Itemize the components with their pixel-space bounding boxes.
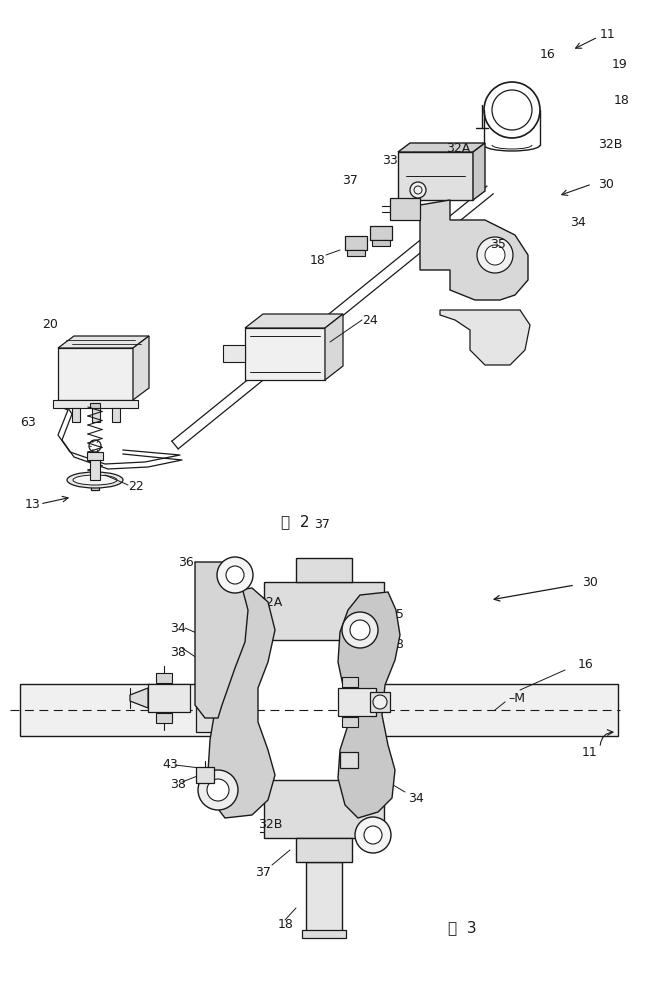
Text: 13: 13	[25, 498, 41, 512]
Text: 34: 34	[170, 621, 186, 635]
Text: 22: 22	[128, 480, 144, 492]
Text: 32B: 32B	[598, 138, 622, 151]
Bar	[148, 684, 190, 712]
Bar	[264, 780, 384, 838]
Text: 16: 16	[540, 48, 556, 62]
Bar	[342, 677, 358, 687]
Polygon shape	[223, 345, 245, 362]
Text: 33: 33	[382, 153, 398, 166]
Text: 34: 34	[570, 216, 586, 229]
Text: 19: 19	[612, 58, 628, 72]
Bar	[296, 558, 352, 582]
Circle shape	[410, 182, 426, 198]
Polygon shape	[245, 314, 343, 328]
Polygon shape	[345, 236, 367, 250]
Polygon shape	[372, 240, 390, 246]
Ellipse shape	[73, 475, 117, 485]
Polygon shape	[390, 198, 420, 220]
Bar	[196, 688, 224, 732]
Bar	[306, 862, 342, 933]
Polygon shape	[195, 562, 248, 718]
Polygon shape	[58, 336, 149, 348]
Circle shape	[355, 817, 391, 853]
Text: 63: 63	[20, 416, 36, 428]
Polygon shape	[130, 688, 148, 708]
Polygon shape	[420, 200, 528, 300]
Bar	[92, 408, 100, 422]
Text: 18: 18	[614, 94, 630, 106]
Circle shape	[477, 237, 513, 273]
Bar	[90, 403, 100, 408]
Text: 38: 38	[388, 639, 404, 652]
Bar	[338, 688, 376, 716]
Polygon shape	[58, 348, 133, 400]
Bar	[370, 692, 390, 712]
Text: 图  3: 图 3	[448, 920, 477, 936]
Bar	[340, 752, 358, 768]
Circle shape	[198, 770, 238, 810]
Text: 24: 24	[362, 314, 378, 326]
Polygon shape	[473, 143, 485, 200]
Polygon shape	[370, 226, 392, 240]
Text: 11: 11	[582, 746, 598, 758]
Bar	[156, 673, 172, 683]
Polygon shape	[338, 592, 400, 818]
Text: 38: 38	[170, 778, 186, 792]
Bar	[156, 713, 172, 723]
Text: 38: 38	[378, 776, 394, 788]
Polygon shape	[440, 310, 530, 365]
Bar	[91, 470, 99, 490]
Text: 42: 42	[378, 756, 394, 768]
Bar	[112, 408, 120, 422]
Text: 30: 30	[582, 576, 598, 588]
Polygon shape	[53, 400, 138, 408]
Text: 43: 43	[162, 758, 178, 772]
Circle shape	[485, 245, 505, 265]
Text: 36: 36	[178, 556, 194, 568]
Text: 18: 18	[278, 918, 294, 932]
Polygon shape	[208, 588, 275, 818]
Text: 38: 38	[170, 646, 186, 658]
Circle shape	[350, 620, 370, 640]
Bar	[342, 717, 358, 727]
Circle shape	[207, 779, 229, 801]
Text: 37: 37	[314, 518, 330, 532]
Text: 32A: 32A	[258, 595, 282, 608]
Bar	[370, 684, 618, 736]
Text: 16: 16	[578, 658, 594, 672]
Text: 35: 35	[490, 237, 506, 250]
Bar	[72, 408, 80, 422]
Polygon shape	[133, 336, 149, 400]
Bar	[20, 684, 245, 736]
Circle shape	[364, 826, 382, 844]
Text: 32A: 32A	[446, 141, 470, 154]
Polygon shape	[325, 314, 343, 380]
Polygon shape	[398, 152, 473, 200]
Text: 34: 34	[408, 792, 424, 804]
Circle shape	[217, 557, 253, 593]
Text: 30: 30	[598, 178, 614, 190]
Text: 图  2: 图 2	[281, 514, 309, 530]
Text: 32B: 32B	[258, 818, 282, 832]
Text: 20: 20	[42, 318, 58, 332]
Text: 37: 37	[342, 174, 358, 186]
Bar	[90, 458, 100, 480]
Bar	[87, 452, 103, 460]
Ellipse shape	[67, 472, 123, 488]
Bar	[196, 767, 214, 783]
Text: 18: 18	[310, 253, 326, 266]
Text: 11: 11	[600, 28, 616, 41]
Text: 35: 35	[388, 608, 404, 621]
Bar	[302, 930, 346, 938]
Text: 37: 37	[255, 865, 271, 879]
Bar	[264, 582, 384, 640]
Polygon shape	[347, 250, 365, 256]
Bar	[296, 838, 352, 862]
Circle shape	[342, 612, 378, 648]
Circle shape	[373, 695, 387, 709]
Polygon shape	[398, 143, 485, 152]
Text: –M: –M	[508, 692, 525, 704]
Polygon shape	[245, 328, 325, 380]
Circle shape	[226, 566, 244, 584]
